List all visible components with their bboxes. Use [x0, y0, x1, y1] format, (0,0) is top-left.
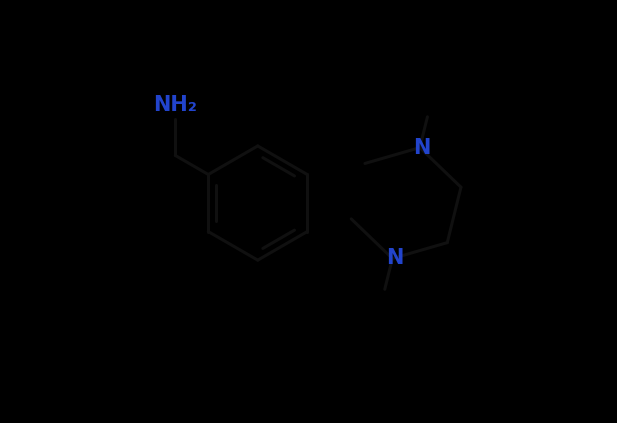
Text: N: N [386, 248, 403, 269]
Text: N: N [413, 137, 431, 158]
Text: NH₂: NH₂ [154, 95, 197, 115]
